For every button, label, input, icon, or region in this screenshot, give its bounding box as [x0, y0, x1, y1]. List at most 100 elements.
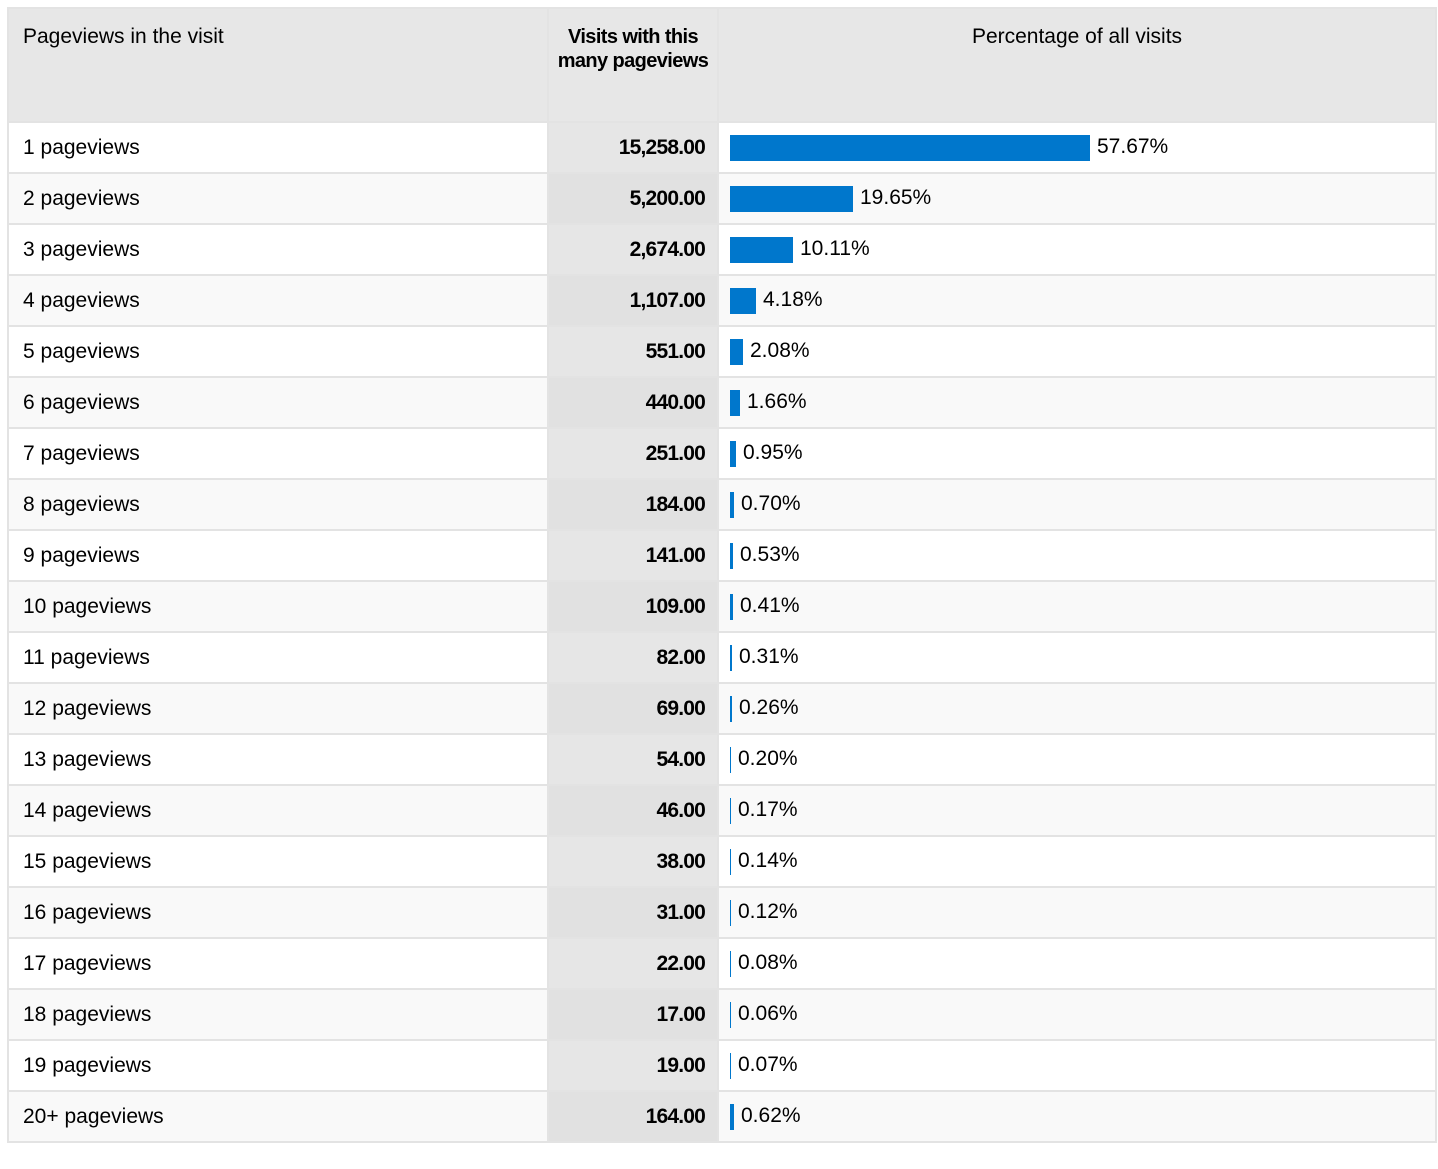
row-visits-value: 15,258.00	[547, 121, 719, 174]
row-percentage-cell: 0.41%	[717, 580, 1437, 633]
table-row[interactable]: 4 pageviews 1,107.00 4.18%	[7, 274, 1437, 327]
percentage-label: 10.11%	[800, 236, 870, 260]
table-row[interactable]: 10 pageviews 109.00 0.41%	[7, 580, 1437, 633]
row-percentage-cell: 2.08%	[717, 325, 1437, 378]
table-body: 1 pageviews 15,258.00 57.67% 2 pageviews 5,2…	[7, 121, 1437, 1143]
row-percentage-cell: 0.31%	[717, 631, 1437, 684]
row-percentage-cell: 0.12%	[717, 886, 1437, 939]
percentage-label: 57.67%	[1097, 134, 1169, 158]
percentage-bar	[730, 899, 731, 926]
table-row[interactable]: 19 pageviews 19.00 0.07%	[7, 1039, 1437, 1092]
row-percentage-cell: 0.20%	[717, 733, 1437, 786]
row-label: 19 pageviews	[7, 1039, 549, 1092]
table-row[interactable]: 9 pageviews 141.00 0.53%	[7, 529, 1437, 582]
percentage-bar	[730, 1052, 731, 1079]
row-visits-value: 2,674.00	[547, 223, 719, 276]
column-header-pageviews[interactable]: Pageviews in the visit	[7, 7, 549, 123]
row-percentage-cell: 0.70%	[717, 478, 1437, 531]
table-row[interactable]: 20+ pageviews 164.00 0.62%	[7, 1090, 1437, 1143]
row-visits-value: 5,200.00	[547, 172, 719, 225]
row-label: 10 pageviews	[7, 580, 549, 633]
percentage-bar	[730, 593, 733, 620]
row-visits-value: 1,107.00	[547, 274, 719, 327]
row-visits-value: 109.00	[547, 580, 719, 633]
percentage-label: 0.14%	[738, 848, 798, 872]
table-row[interactable]: 1 pageviews 15,258.00 57.67%	[7, 121, 1437, 174]
row-percentage-cell: 19.65%	[717, 172, 1437, 225]
row-label: 18 pageviews	[7, 988, 549, 1041]
row-label: 2 pageviews	[7, 172, 549, 225]
column-header-visits[interactable]: Visits with this many pageviews	[547, 7, 719, 123]
table-row[interactable]: 15 pageviews 38.00 0.14%	[7, 835, 1437, 888]
table-row[interactable]: 8 pageviews 184.00 0.70%	[7, 478, 1437, 531]
row-percentage-cell: 57.67%	[717, 121, 1437, 174]
table-header-row: Pageviews in the visit Visits with this …	[7, 7, 1437, 123]
percentage-bar	[730, 542, 733, 569]
row-label: 15 pageviews	[7, 835, 549, 888]
percentage-label: 0.41%	[740, 593, 800, 617]
percentage-label: 0.53%	[740, 542, 800, 566]
table-row[interactable]: 14 pageviews 46.00 0.17%	[7, 784, 1437, 837]
row-label: 14 pageviews	[7, 784, 549, 837]
row-percentage-cell: 0.07%	[717, 1039, 1437, 1092]
column-header-percentage[interactable]: Percentage of all visits	[717, 7, 1437, 123]
row-percentage-cell: 0.06%	[717, 988, 1437, 1041]
table-row[interactable]: 16 pageviews 31.00 0.12%	[7, 886, 1437, 939]
percentage-bar	[730, 185, 853, 212]
percentage-bar	[730, 1001, 731, 1028]
row-visits-value: 69.00	[547, 682, 719, 735]
percentage-bar	[730, 644, 732, 671]
percentage-bar	[730, 950, 731, 977]
percentage-bar	[730, 287, 756, 314]
row-percentage-cell: 0.95%	[717, 427, 1437, 480]
table-row[interactable]: 5 pageviews 551.00 2.08%	[7, 325, 1437, 378]
table-row[interactable]: 7 pageviews 251.00 0.95%	[7, 427, 1437, 480]
table-row[interactable]: 11 pageviews 82.00 0.31%	[7, 631, 1437, 684]
percentage-label: 0.95%	[743, 440, 803, 464]
table-row[interactable]: 13 pageviews 54.00 0.20%	[7, 733, 1437, 786]
row-visits-value: 38.00	[547, 835, 719, 888]
row-visits-value: 164.00	[547, 1090, 719, 1143]
percentage-label: 0.62%	[741, 1103, 801, 1127]
row-percentage-cell: 0.26%	[717, 682, 1437, 735]
percentage-label: 0.20%	[738, 746, 798, 770]
row-percentage-cell: 0.62%	[717, 1090, 1437, 1143]
percentage-bar	[730, 848, 731, 875]
row-label: 17 pageviews	[7, 937, 549, 990]
row-percentage-cell: 0.08%	[717, 937, 1437, 990]
pageviews-report-table: Pageviews in the visit Visits with this …	[7, 7, 1437, 1143]
row-visits-value: 251.00	[547, 427, 719, 480]
row-label: 6 pageviews	[7, 376, 549, 429]
table-row[interactable]: 3 pageviews 2,674.00 10.11%	[7, 223, 1437, 276]
row-visits-value: 82.00	[547, 631, 719, 684]
percentage-bar	[730, 389, 740, 416]
table-row[interactable]: 12 pageviews 69.00 0.26%	[7, 682, 1437, 735]
row-visits-value: 46.00	[547, 784, 719, 837]
percentage-bar	[730, 338, 743, 365]
row-percentage-cell: 1.66%	[717, 376, 1437, 429]
row-label: 13 pageviews	[7, 733, 549, 786]
row-percentage-cell: 0.17%	[717, 784, 1437, 837]
row-percentage-cell: 4.18%	[717, 274, 1437, 327]
row-visits-value: 31.00	[547, 886, 719, 939]
row-percentage-cell: 0.53%	[717, 529, 1437, 582]
percentage-bar	[730, 746, 731, 773]
table-row[interactable]: 6 pageviews 440.00 1.66%	[7, 376, 1437, 429]
percentage-bar	[730, 134, 1090, 161]
row-label: 3 pageviews	[7, 223, 549, 276]
percentage-bar	[730, 797, 731, 824]
row-visits-value: 19.00	[547, 1039, 719, 1092]
row-label: 9 pageviews	[7, 529, 549, 582]
percentage-label: 4.18%	[763, 287, 823, 311]
table-row[interactable]: 2 pageviews 5,200.00 19.65%	[7, 172, 1437, 225]
row-visits-value: 22.00	[547, 937, 719, 990]
row-label: 11 pageviews	[7, 631, 549, 684]
row-percentage-cell: 0.14%	[717, 835, 1437, 888]
table-row[interactable]: 17 pageviews 22.00 0.08%	[7, 937, 1437, 990]
row-label: 12 pageviews	[7, 682, 549, 735]
row-percentage-cell: 10.11%	[717, 223, 1437, 276]
row-visits-value: 551.00	[547, 325, 719, 378]
row-label: 7 pageviews	[7, 427, 549, 480]
table-row[interactable]: 18 pageviews 17.00 0.06%	[7, 988, 1437, 1041]
percentage-bar	[730, 236, 793, 263]
